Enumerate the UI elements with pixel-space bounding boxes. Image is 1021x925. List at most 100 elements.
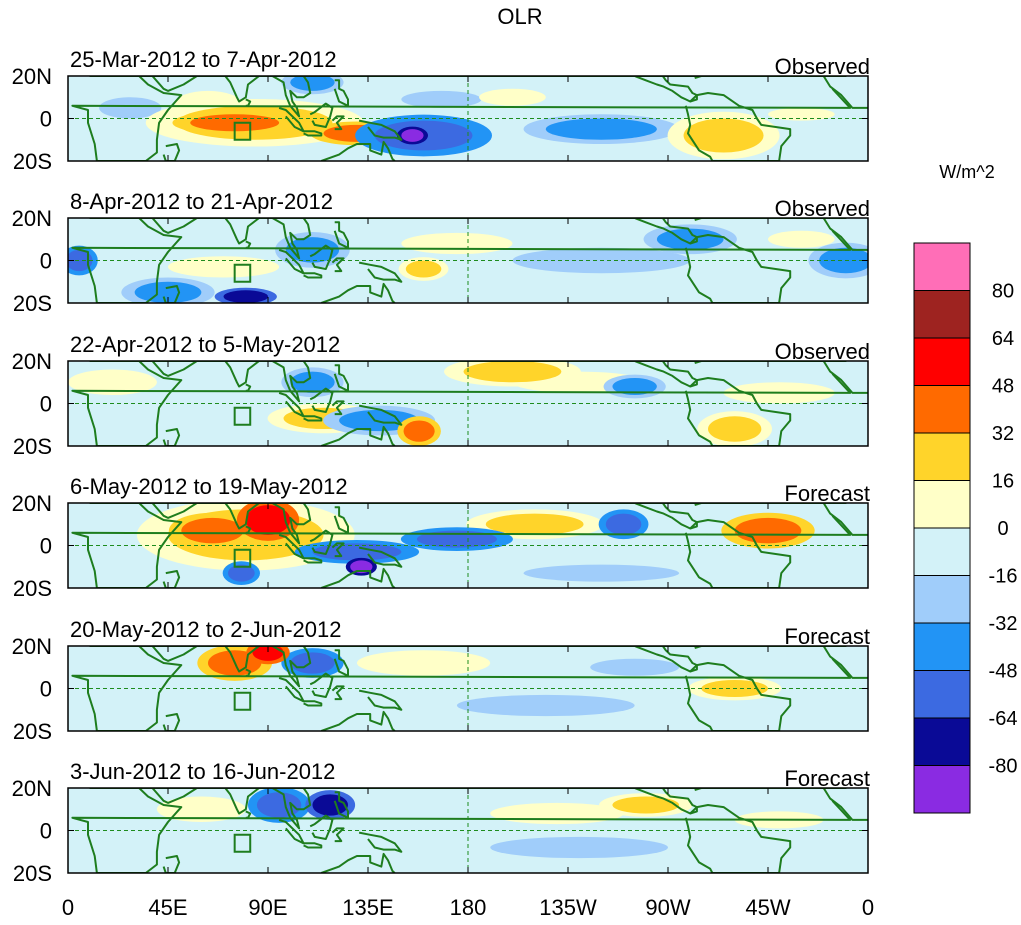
philippines-outline [333,364,349,392]
colorbar-level-label: 16 [992,471,1014,493]
india-outline [219,361,260,388]
colorbar-level-label: 80 [992,281,1014,303]
madagascar-outline [162,428,181,446]
panel-date-range: 22-Apr-2012 to 5-May-2012 [70,332,340,357]
anomaly-blob [290,371,335,393]
australia-outline [320,852,396,873]
indochina-outline [271,361,312,403]
lat-label: 20N [12,634,52,659]
anomaly-blob [708,416,762,442]
colorbar-swatch [913,575,971,624]
colorbar-level-label: -16 [989,566,1018,588]
australia-outline [320,425,396,446]
new-guinea-outline [358,546,403,568]
west-africa-outline [822,788,868,821]
madagascar-outline [162,855,181,873]
colorbar-units: W/m^2 [939,162,994,182]
colorbar-level-label: -64 [989,708,1018,730]
anomaly-blob [405,260,442,278]
anomaly-blob [312,794,348,816]
panel-date-range: 3-Jun-2012 to 16-Jun-2012 [70,759,335,784]
sri-lanka-outline [245,383,252,392]
java-outline [303,415,323,422]
anomaly-blob [479,88,546,106]
anomaly-blob [223,290,268,303]
australia-outline [320,140,396,161]
anomaly-blob [356,650,491,676]
india-outline [219,788,260,815]
panels-group: 20N 0 20S 25-Mar-2012 to 7-Apr-2012 Observed… [12,47,870,886]
colorbar-swatch [913,432,971,481]
new-guinea-outline [358,404,403,426]
lon-label: 180 [450,895,487,920]
colorbar-swatch [913,765,971,814]
new-guinea-outline [358,831,403,853]
lat-label: 0 [40,249,52,274]
mexico-outline [634,361,698,388]
colorbar-swatch [913,290,971,339]
longitude-axis: 0 45E 90E 135E 180 135W 90W 45W 0 [62,895,874,920]
lat-label: 0 [40,392,52,417]
sri-lanka-outline [245,525,252,534]
west-africa-outline [822,361,868,394]
sumatra-outline [278,676,305,703]
lat-label: 20N [12,349,52,374]
west-africa-outline [822,503,868,536]
colorbar-level-label: -48 [989,661,1018,683]
borneo-outline [309,529,334,555]
panel-5: 20N 0 20S 20-May-2012 to 2-Jun-2012 Forecast [12,617,870,744]
anomaly-blob [99,97,162,119]
arabia-outline [151,76,198,92]
borneo-outline [309,244,334,270]
arabia-outline [151,361,198,377]
panel-date-range: 20-May-2012 to 2-Jun-2012 [70,617,342,642]
anomaly-blob [252,646,284,661]
new-guinea-outline [358,119,403,141]
region-box [233,691,252,711]
lat-label: 0 [40,534,52,559]
south-america-outline [684,92,792,161]
panel-1: 20N 0 20S 25-Mar-2012 to 7-Apr-2012 Observed [12,47,870,174]
borneo-outline [309,672,334,698]
lat-label: 20S [13,434,52,459]
lat-label: 0 [40,677,52,702]
java-outline [303,130,323,137]
africa-outline [71,361,852,446]
indochina-outline [271,218,312,260]
madagascar-outline [162,143,181,161]
colorbar-level-label: 0 [997,518,1008,540]
panel-content [71,76,868,161]
sumatra-outline [278,106,305,133]
arabia-outline [151,646,198,662]
panel-status: Observed [775,54,870,79]
panel-content [71,503,868,588]
anomaly-blob [485,513,584,535]
region-box [233,548,252,568]
panel-6: 20N 0 20S 3-Jun-2012 to 16-Jun-2012 Forecast [12,759,870,886]
colorbar-level-label: 48 [992,376,1014,398]
panel-status: Forecast [784,481,870,506]
java-outline [303,557,323,564]
lon-label: 0 [862,895,874,920]
mexico-outline [634,218,698,245]
philippines-outline [333,791,349,819]
lat-label: 20S [13,291,52,316]
anomaly-blob [768,230,835,248]
anomaly-blob [403,420,435,442]
sumatra-outline [278,248,305,275]
colorbar-swatch [913,337,971,386]
australia-outline [320,567,396,588]
lat-label: 20S [13,149,52,174]
india-outline [219,503,260,530]
lat-label: 20S [13,719,52,744]
colorbar-level-label: -32 [989,613,1018,635]
mexico-outline [634,503,698,530]
sulawesi-outline [331,542,345,558]
sri-lanka-outline [245,98,252,107]
cuba-outline [688,788,703,792]
anomaly-blob [545,118,657,140]
lat-label: 20S [13,861,52,886]
australia-outline [320,710,396,731]
anomaly-blob [290,76,335,91]
africa-outline [71,788,852,873]
